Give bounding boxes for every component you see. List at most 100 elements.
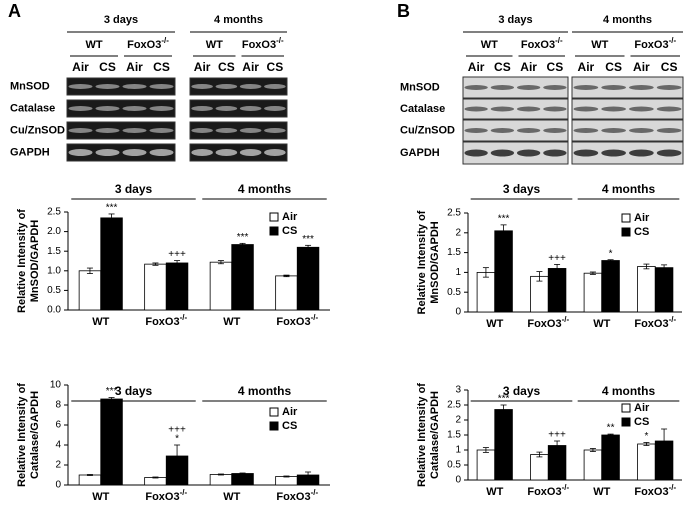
blot-band — [239, 128, 262, 133]
lane-label: CS — [605, 60, 622, 74]
y-tick-label: 1 — [455, 267, 461, 278]
lane-label: CS — [661, 60, 678, 74]
x-tick-label: FoxO3-/- — [527, 315, 569, 330]
y-tick-label: 2.5 — [447, 208, 461, 219]
error-bar — [661, 428, 668, 454]
error-bar — [174, 260, 181, 266]
y-axis-label: Catalase/GAPDH — [429, 391, 441, 479]
significance-label: * — [609, 248, 613, 259]
bar — [78, 270, 102, 311]
bar — [144, 477, 167, 486]
genotype-label: WT — [85, 39, 102, 51]
y-tick-label: 1 — [455, 445, 461, 456]
x-tick-label-superscript: -/- — [180, 313, 188, 322]
significance-label: +++ — [548, 253, 566, 264]
error-bar — [554, 264, 561, 273]
bar — [100, 217, 123, 311]
x-tick-label-superscript: -/- — [180, 488, 188, 497]
legend-swatch — [269, 226, 279, 236]
error-bar — [217, 260, 224, 265]
error-bar — [536, 271, 543, 282]
blot-band — [573, 128, 599, 133]
bar — [547, 445, 567, 481]
blot-band — [215, 106, 238, 111]
blot-band — [573, 106, 599, 112]
x-tick-label-base: FoxO3 — [634, 486, 668, 498]
blot-band — [122, 84, 147, 89]
blot-band — [543, 149, 567, 157]
lane-label: Air — [468, 60, 485, 74]
bar — [476, 449, 496, 481]
bar — [296, 246, 320, 311]
blot-band — [95, 106, 120, 111]
genotype-label-superscript: -/- — [161, 36, 169, 45]
blot-band — [191, 149, 213, 156]
bar — [637, 443, 656, 481]
bar — [476, 271, 496, 313]
blot-band — [629, 149, 654, 157]
x-tick-label: FoxO3-/- — [527, 483, 569, 498]
error-bar — [482, 447, 489, 453]
blot-band — [490, 106, 515, 112]
y-tick-label: 8 — [55, 400, 61, 411]
y-axis-label: MnSOD/GAPDH — [429, 221, 441, 304]
lane-label: Air — [126, 60, 143, 74]
y-tick-label: 6 — [55, 420, 61, 431]
x-tick-label: WT — [593, 318, 610, 330]
y-tick-label: 10 — [50, 380, 62, 391]
x-tick-label: FoxO3-/- — [276, 313, 318, 328]
group-label: 4 months — [238, 384, 292, 398]
y-tick-label: 1.0 — [47, 265, 61, 276]
error-bar — [500, 404, 507, 415]
significance-label: *** — [237, 232, 249, 243]
x-tick-label-superscript: -/- — [562, 483, 570, 492]
x-tick-label: FoxO3-/- — [145, 488, 187, 503]
error-bar — [554, 440, 561, 451]
row-label: GAPDH — [400, 147, 440, 159]
x-tick-label-base: FoxO3 — [634, 318, 668, 330]
x-tick-label-base: FoxO3 — [276, 316, 310, 328]
blot-strip — [66, 99, 176, 118]
bar — [100, 398, 123, 486]
lane-label: CS — [547, 60, 564, 74]
y-tick-label: 2.5 — [447, 400, 461, 411]
blot-band — [264, 84, 286, 89]
group-label: 3 days — [503, 384, 541, 398]
y-axis-label: Relative Intensity of — [16, 383, 28, 487]
blot-band — [191, 84, 213, 89]
lane-label: CS — [153, 60, 170, 74]
blot-band — [464, 128, 488, 133]
error-bar — [283, 274, 290, 278]
significance-label: * — [175, 434, 179, 445]
blot-band — [543, 128, 567, 133]
error-bar — [305, 244, 312, 250]
bar — [654, 267, 674, 313]
x-tick-label-base: WT — [223, 316, 240, 328]
genotype-label: FoxO3-/- — [521, 36, 563, 51]
bar — [165, 262, 189, 311]
bar — [601, 260, 620, 313]
error-bar — [500, 224, 507, 238]
y-tick-label: 0 — [455, 475, 461, 486]
legend-label: Air — [634, 212, 650, 224]
genotype-label-base: WT — [206, 39, 223, 51]
group-label: 3 days — [115, 182, 153, 196]
error-bar — [482, 267, 489, 278]
bar — [494, 230, 513, 313]
panel-letter: A — [8, 1, 21, 21]
lane-label: Air — [242, 60, 259, 74]
genotype-label-base: FoxO3 — [634, 39, 668, 51]
blot-band — [191, 128, 213, 133]
blot-strip — [66, 121, 176, 140]
row-label: Catalase — [10, 102, 55, 114]
significance-label: *** — [498, 394, 510, 405]
y-tick-label: 0 — [55, 480, 61, 491]
x-tick-label-base: FoxO3 — [276, 491, 310, 503]
error-bar — [607, 259, 614, 262]
blot-band — [601, 128, 626, 133]
legend-swatch — [269, 421, 279, 431]
blot-band — [95, 84, 120, 89]
blot-strip — [571, 119, 684, 142]
error-bar — [661, 264, 668, 271]
